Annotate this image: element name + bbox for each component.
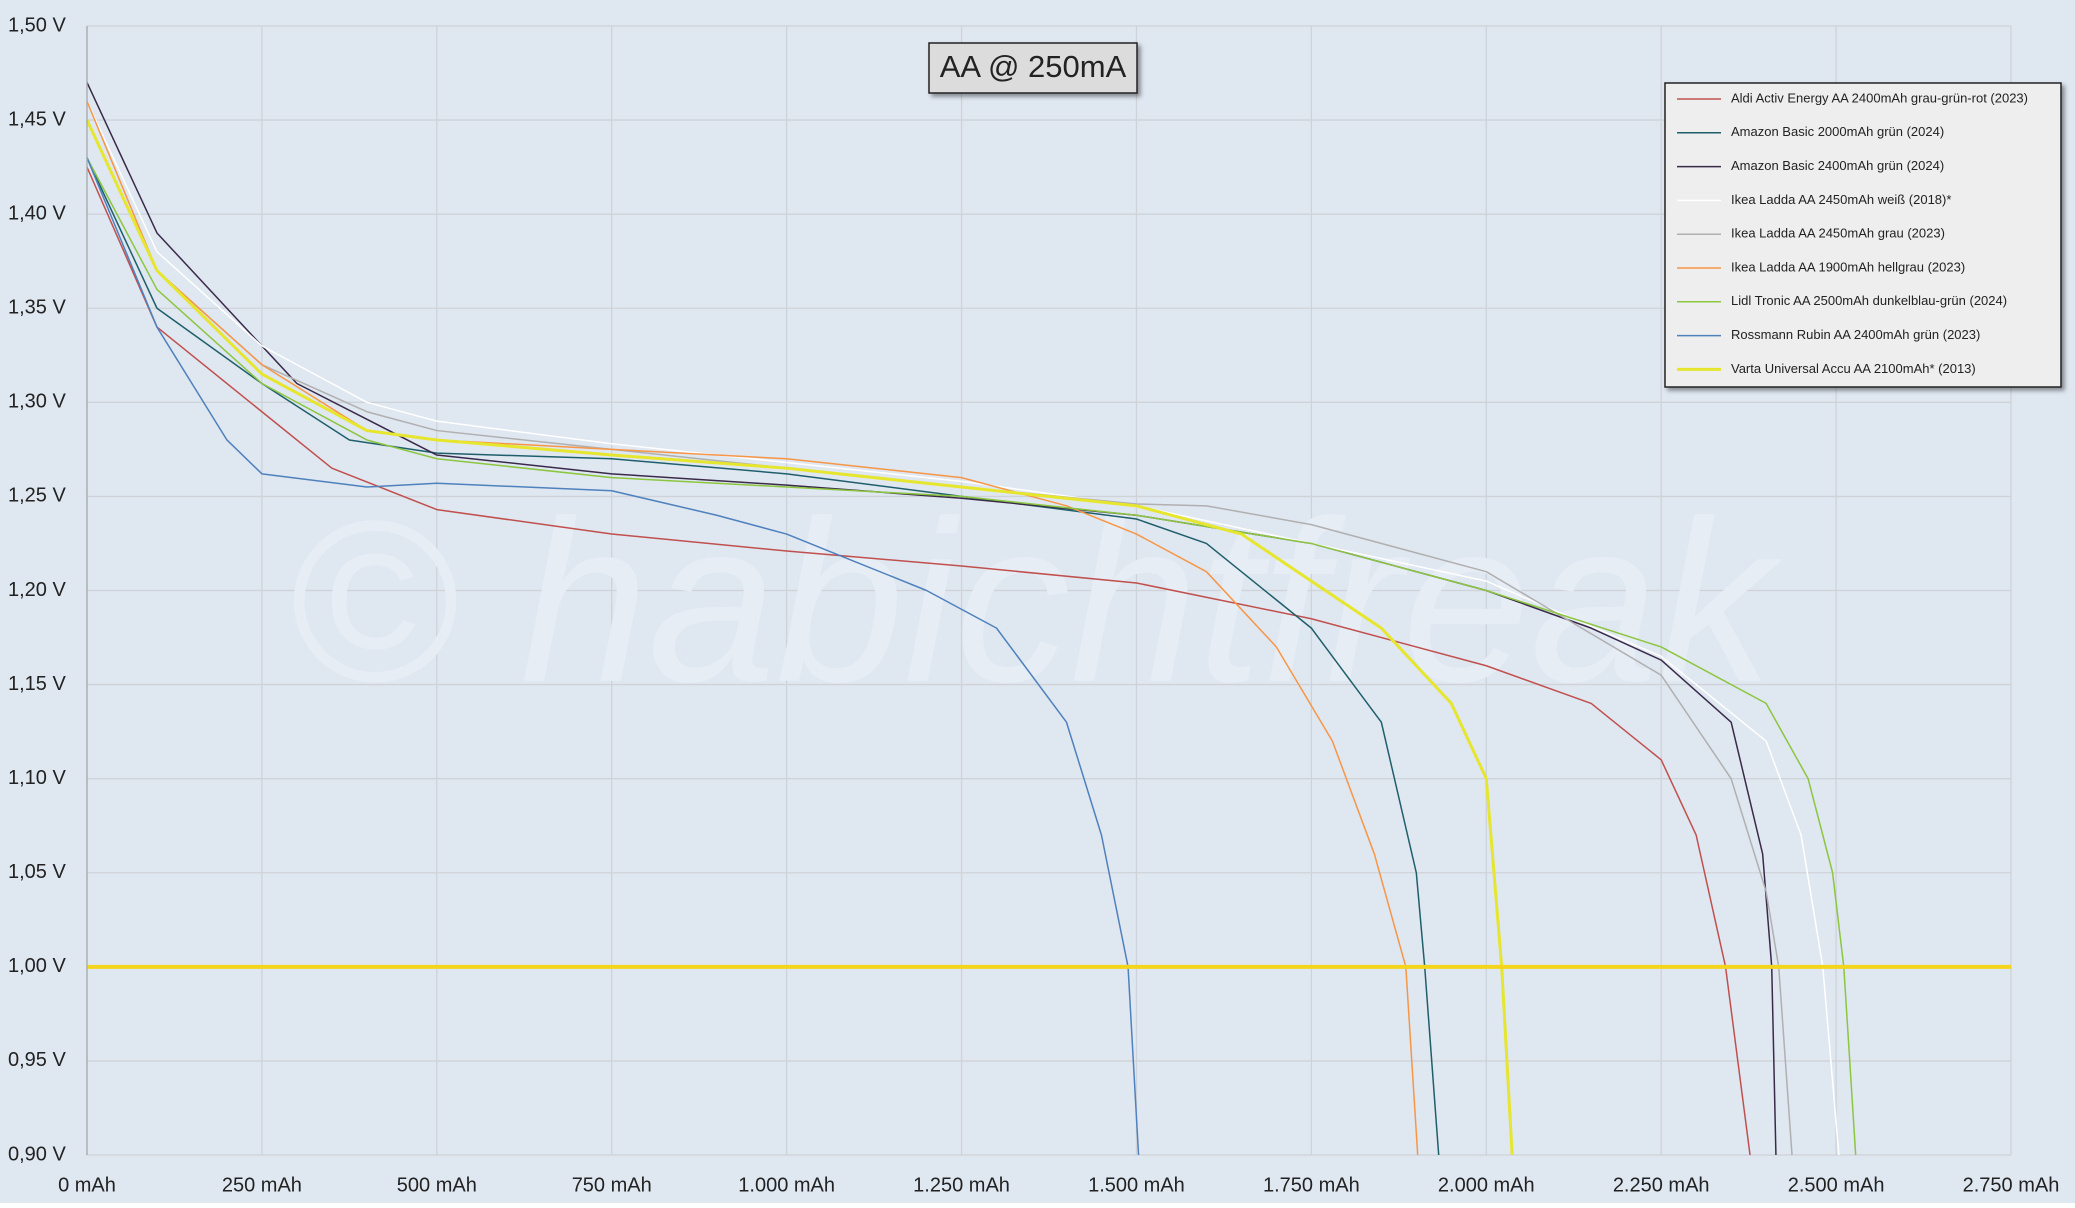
- legend-label: Aldi Activ Energy AA 2400mAh grau-grün-r…: [1731, 90, 2028, 105]
- x-tick-label: 750 mAh: [572, 1174, 652, 1196]
- legend-label: Ikea Ladda AA 2450mAh grau (2023): [1731, 226, 1945, 241]
- title-box: [928, 42, 1138, 94]
- y-tick-label: 1,20 V: [8, 579, 66, 601]
- x-tick-label: 250 mAh: [222, 1174, 302, 1196]
- legend-label: Varta Universal Accu AA 2100mAh* (2013): [1731, 361, 1976, 376]
- y-tick-label: 1,50 V: [8, 14, 66, 36]
- y-tick-label: 1,10 V: [8, 767, 66, 789]
- y-tick-label: 1,15 V: [8, 673, 66, 695]
- y-tick-label: 1,40 V: [8, 202, 66, 224]
- y-tick-label: 1,05 V: [8, 861, 66, 883]
- x-tick-label: 500 mAh: [397, 1174, 477, 1196]
- x-tick-label: 2.500 mAh: [1788, 1174, 1885, 1196]
- y-tick-label: 0,90 V: [8, 1143, 66, 1165]
- legend-box: [1664, 82, 2062, 388]
- legend-label: Amazon Basic 2000mAh grün (2024): [1731, 124, 1944, 139]
- legend-label: Ikea Ladda AA 1900mAh hellgrau (2023): [1731, 259, 1965, 274]
- y-tick-label: 1,25 V: [8, 485, 66, 507]
- x-tick-label: 0 mAh: [58, 1174, 116, 1196]
- y-tick-label: 1,00 V: [8, 955, 66, 977]
- y-tick-label: 1,35 V: [8, 297, 66, 319]
- chart-title: AA @ 250mA: [940, 49, 1127, 84]
- x-tick-label: 1.500 mAh: [1088, 1174, 1185, 1196]
- x-tick-label: 1.250 mAh: [913, 1174, 1010, 1196]
- x-tick-label: 2.750 mAh: [1963, 1174, 2060, 1196]
- legend-label: Lidl Tronic AA 2500mAh dunkelblau-grün (…: [1731, 293, 2007, 308]
- y-tick-label: 1,30 V: [8, 391, 66, 413]
- y-tick-label: 0,95 V: [8, 1049, 66, 1071]
- axes: 0,90 V 0,95 V 1,00 V 1,05 V 1,10 V 1,15 V 1,20…: [8, 14, 2059, 1196]
- series-line: [86, 119, 1793, 1156]
- x-tick-label: 1.000 mAh: [738, 1174, 835, 1196]
- series-line: [86, 157, 1140, 1156]
- lines: [85, 82, 2011, 1156]
- x-tick-label: 2.000 mAh: [1438, 1174, 1535, 1196]
- legend-label: Ikea Ladda AA 2450mAh weiß (2018)*: [1731, 192, 1951, 207]
- series-line: [86, 100, 1840, 1156]
- series-line: [86, 157, 1857, 1156]
- legend-label: Rossmann Rubin AA 2400mAh grün (2023): [1731, 327, 1980, 342]
- series-line: [85, 119, 1514, 1156]
- legend: Aldi Activ Energy AA 2400mAh grau-grün-r…: [1677, 90, 2028, 376]
- legend-label: Amazon Basic 2400mAh grün (2024): [1731, 158, 1944, 173]
- x-tick-label: 1.750 mAh: [1263, 1174, 1360, 1196]
- series-line: [86, 166, 1751, 1156]
- x-tick-label: 2.250 mAh: [1613, 1174, 1710, 1196]
- y-tick-label: 1,45 V: [8, 108, 66, 130]
